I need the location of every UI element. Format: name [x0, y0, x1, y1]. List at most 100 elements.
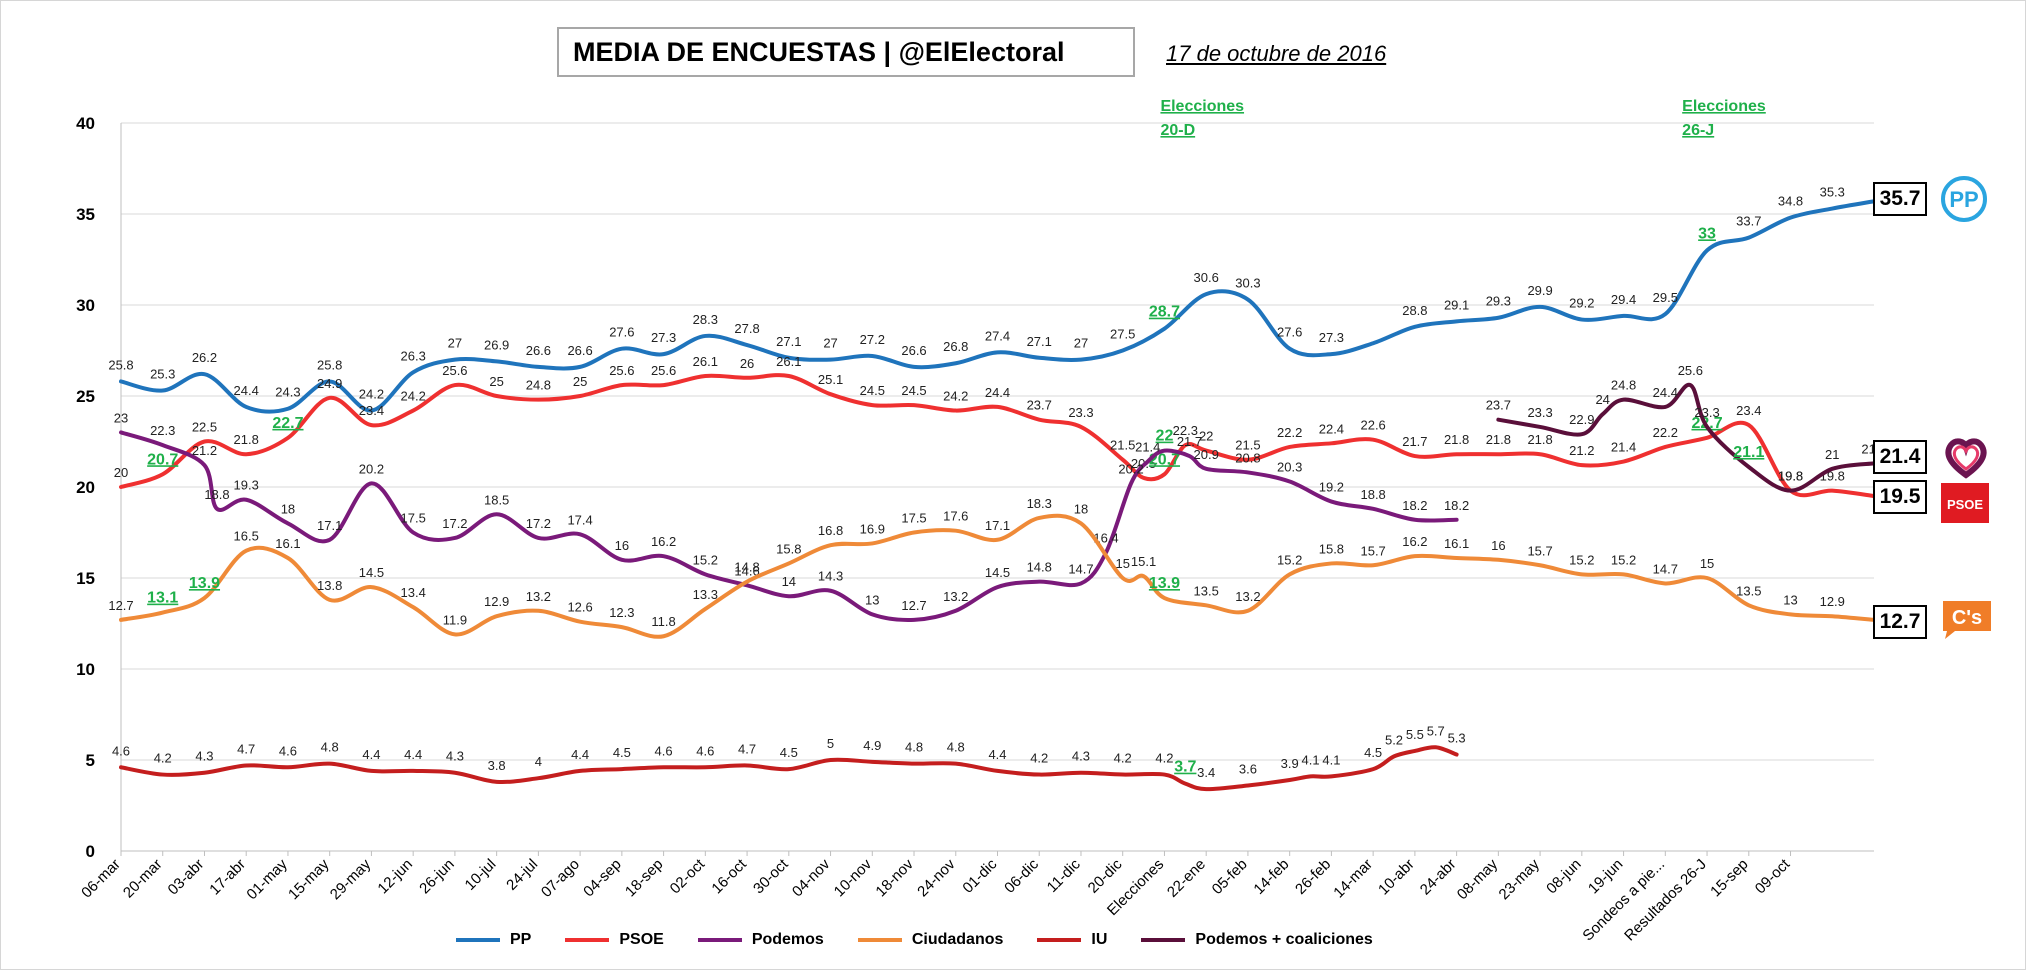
data-label-iu: 4.7: [738, 741, 756, 756]
data-label-psoe: 25: [573, 374, 587, 389]
data-label-ciudadanos: 11.8: [651, 614, 675, 629]
data-label-ciudadanos: 15.8: [776, 541, 801, 556]
data-label-psoe: 21.8: [1527, 432, 1552, 447]
y-tick-label: 5: [86, 751, 95, 770]
data-label-iu: 4.6: [696, 743, 714, 758]
series-line-psoe: [119, 373, 1876, 499]
data-label-pp: 27: [448, 336, 462, 351]
chart-title: MEDIA DE ENCUESTAS | @ElElectoral: [557, 27, 1135, 77]
data-label-pp: 28.8: [1402, 303, 1427, 318]
data-label-psoe: 21.8: [234, 432, 259, 447]
legend-swatch: [697, 938, 742, 942]
data-label-ciudadanos: 15: [1115, 556, 1129, 571]
data-label-pp: 35.3: [1820, 185, 1845, 200]
data-label-iu: 4.1: [1322, 752, 1340, 767]
data-label-podemos: 20.2: [359, 461, 384, 476]
legend-label: IU: [1091, 931, 1108, 948]
data-label-podemos: 22: [1156, 428, 1174, 445]
data-label-podemos_coal: 23.7: [1486, 398, 1511, 413]
psoe-logo-icon: PSOE: [1941, 483, 1989, 523]
data-label-iu: 4.8: [321, 740, 339, 755]
data-label-podemos: 22.3: [150, 423, 175, 438]
chart-date: 17 de octubre de 2016: [1166, 41, 1387, 66]
data-label-iu: 5: [827, 736, 834, 751]
x-tick-label: 01-dic: [959, 855, 1000, 896]
data-label-ciudadanos: 17.1: [985, 518, 1010, 533]
data-label-pp: 33.7: [1736, 214, 1761, 229]
data-label-pp: 27.3: [651, 330, 676, 345]
legend-swatch: [1037, 938, 1082, 942]
data-label-podemos_coal: 24: [1595, 392, 1609, 407]
data-label-iu: 5.3: [1448, 731, 1466, 746]
data-label-ciudadanos: 16: [1491, 538, 1505, 553]
data-label-iu: 4.7: [237, 741, 255, 756]
data-label-iu: 4.3: [446, 749, 464, 764]
data-label-iu: 4.5: [1364, 745, 1382, 760]
data-label-psoe: 21.4: [1611, 440, 1636, 455]
data-label-podemos: 16: [615, 538, 629, 553]
data-label-pp: 25.8: [317, 357, 342, 372]
data-label-iu: 3.9: [1281, 756, 1299, 771]
data-label-psoe: 24.2: [943, 389, 968, 404]
data-label-pp: 27.1: [1027, 334, 1052, 349]
data-label-iu: 4.6: [279, 743, 297, 758]
data-label-ciudadanos: 15.2: [1611, 552, 1636, 567]
data-label-ciudadanos: 14.7: [1653, 561, 1678, 576]
data-label-iu: 4.3: [195, 749, 213, 764]
x-tick-label: 18-sep: [622, 856, 666, 900]
legend-item-pp: PP: [456, 931, 531, 949]
y-tick-label: 25: [76, 387, 95, 406]
data-label-psoe: 21.5: [1110, 438, 1135, 453]
legend-label: Podemos + coaliciones: [1195, 931, 1373, 948]
data-label-iu: 4.9: [863, 738, 881, 753]
svg-text:PSOE: PSOE: [1947, 497, 1983, 512]
x-tick-label: 15-may: [285, 855, 333, 903]
data-label-psoe: 21.7: [1402, 434, 1427, 449]
data-label-podemos_coal: 23.3: [1694, 405, 1719, 420]
data-label-psoe: 26: [740, 356, 754, 371]
x-tick-label: 14-mar: [1330, 856, 1376, 902]
y-tick-label: 40: [76, 114, 95, 133]
data-label-pp: 25.8: [108, 357, 133, 372]
legend-item-podemos: Podemos: [697, 931, 824, 949]
heart-logo-icon: [1945, 438, 1987, 479]
data-label-ciudadanos: 14.8: [734, 560, 759, 575]
election-annotation: Elecciones: [1160, 98, 1244, 115]
x-tick-label: 12-jun: [374, 856, 416, 898]
legend-item-iu: IU: [1037, 931, 1107, 949]
x-tick-label: 18-nov: [872, 855, 917, 900]
x-tick-label: 01-may: [243, 855, 291, 903]
data-label-ciudadanos: 13.2: [1235, 589, 1260, 604]
x-tick-label: 16-oct: [708, 855, 750, 897]
podemos-coal-end-value: 21.4: [1873, 440, 1927, 474]
x-tick-label: 24-jul: [503, 856, 541, 894]
data-label-podemos: 17.4: [567, 512, 592, 527]
data-label-podemos: 17.1: [317, 518, 342, 533]
x-tick-label: 15-sep: [1707, 856, 1751, 900]
data-label-pp: 24.2: [359, 387, 384, 402]
data-label-podemos: 16.4: [1093, 531, 1118, 546]
data-label-podemos: 20.9: [1194, 447, 1219, 462]
data-label-pp: 33: [1698, 225, 1716, 242]
data-label-psoe: 25.6: [442, 363, 467, 378]
legend-swatch: [1141, 938, 1186, 942]
data-label-pp: 26.6: [567, 343, 592, 358]
data-label-podemos: 21.4: [1135, 440, 1160, 455]
x-tick-label: 22-ene: [1164, 856, 1209, 901]
data-label-podemos: 14.7: [1068, 561, 1093, 576]
data-label-ciudadanos: 16.1: [1444, 536, 1469, 551]
data-label-ciudadanos: 12.9: [484, 594, 509, 609]
data-label-podemos_coal: 24.4: [1653, 385, 1678, 400]
data-label-podemos: 19.2: [1319, 480, 1344, 495]
legend-label: PP: [510, 931, 532, 948]
data-label-pp: 26.2: [192, 350, 217, 365]
data-label-ciudadanos: 11.9: [443, 612, 467, 627]
data-label-ciudadanos: 18: [1074, 501, 1088, 516]
x-tick-label: 29-may: [327, 855, 375, 903]
data-label-ciudadanos: 15.7: [1360, 543, 1385, 558]
data-label-podemos: 20.3: [1277, 460, 1302, 475]
data-label-psoe: 24.9: [317, 376, 342, 391]
data-label-ciudadanos: 17.5: [901, 511, 926, 526]
y-tick-label: 20: [76, 478, 95, 497]
data-label-iu: 4.4: [988, 747, 1006, 762]
